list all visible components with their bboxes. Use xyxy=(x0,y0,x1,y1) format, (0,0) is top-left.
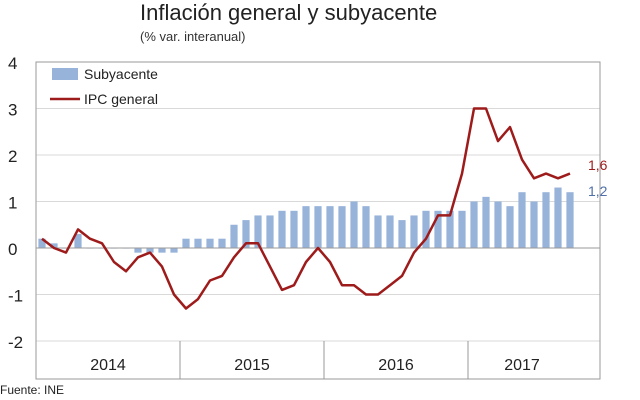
year-labels: 2014 2015 2016 2017 xyxy=(90,357,540,374)
subyacente-bar xyxy=(170,248,177,253)
subyacente-bar xyxy=(314,206,321,248)
subyacente-bar xyxy=(482,197,489,248)
legend: Subyacente IPC general xyxy=(50,66,158,107)
legend-label-subyacente: Subyacente xyxy=(84,66,158,82)
subyacente-bar xyxy=(386,215,393,248)
y-tick-label: 3 xyxy=(8,101,17,120)
subyacente-bar xyxy=(470,202,477,249)
subyacente-bar xyxy=(542,192,549,248)
y-tick-label: -2 xyxy=(8,333,23,352)
y-tick-label: 2 xyxy=(8,147,17,166)
subyacente-bar xyxy=(206,239,213,248)
subyacente-bar xyxy=(374,215,381,248)
end-label-ipc: 1,6 xyxy=(588,157,608,173)
y-tick-label: 1 xyxy=(8,194,17,213)
subyacente-bar xyxy=(338,206,345,248)
chart-area: 4 3 2 1 0 -1 -2 2014 2015 2016 2017 Subyacente IP… xyxy=(0,0,640,400)
subyacente-bar xyxy=(230,225,237,248)
subyacente-bar xyxy=(362,206,369,248)
year-label: 2015 xyxy=(234,357,270,374)
year-label: 2016 xyxy=(378,357,414,374)
subyacente-bar xyxy=(290,211,297,248)
subyacente-bar xyxy=(326,206,333,248)
subyacente-bar xyxy=(518,192,525,248)
subyacente-bar xyxy=(398,220,405,248)
subyacente-bar xyxy=(566,192,573,248)
year-separators xyxy=(180,341,468,379)
subyacente-bar xyxy=(530,202,537,249)
y-tick-label: 4 xyxy=(8,54,17,73)
year-label: 2017 xyxy=(504,357,540,374)
y-tick-labels: 4 3 2 1 0 -1 -2 xyxy=(8,54,23,352)
subyacente-bar xyxy=(506,206,513,248)
legend-label-ipc: IPC general xyxy=(84,91,158,107)
year-label: 2014 xyxy=(90,357,126,374)
chart-source: Fuente: INE xyxy=(0,383,64,397)
subyacente-bar xyxy=(218,239,225,248)
subyacente-bar xyxy=(278,211,285,248)
subyacente-bar xyxy=(266,215,273,248)
subyacente-bars xyxy=(38,188,573,253)
subyacente-bar xyxy=(350,202,357,249)
subyacente-bar xyxy=(134,248,141,253)
legend-swatch-subyacente xyxy=(52,68,78,80)
subyacente-bar xyxy=(302,206,309,248)
y-tick-label: 0 xyxy=(8,240,17,259)
y-tick-label: -1 xyxy=(8,287,23,306)
subyacente-bar xyxy=(182,239,189,248)
subyacente-bar xyxy=(494,202,501,249)
subyacente-bar xyxy=(410,215,417,248)
subyacente-bar xyxy=(194,239,201,248)
subyacente-bar xyxy=(158,248,165,253)
end-label-subyacente: 1,2 xyxy=(588,183,608,199)
subyacente-bar xyxy=(458,211,465,248)
subyacente-bar xyxy=(554,188,561,248)
